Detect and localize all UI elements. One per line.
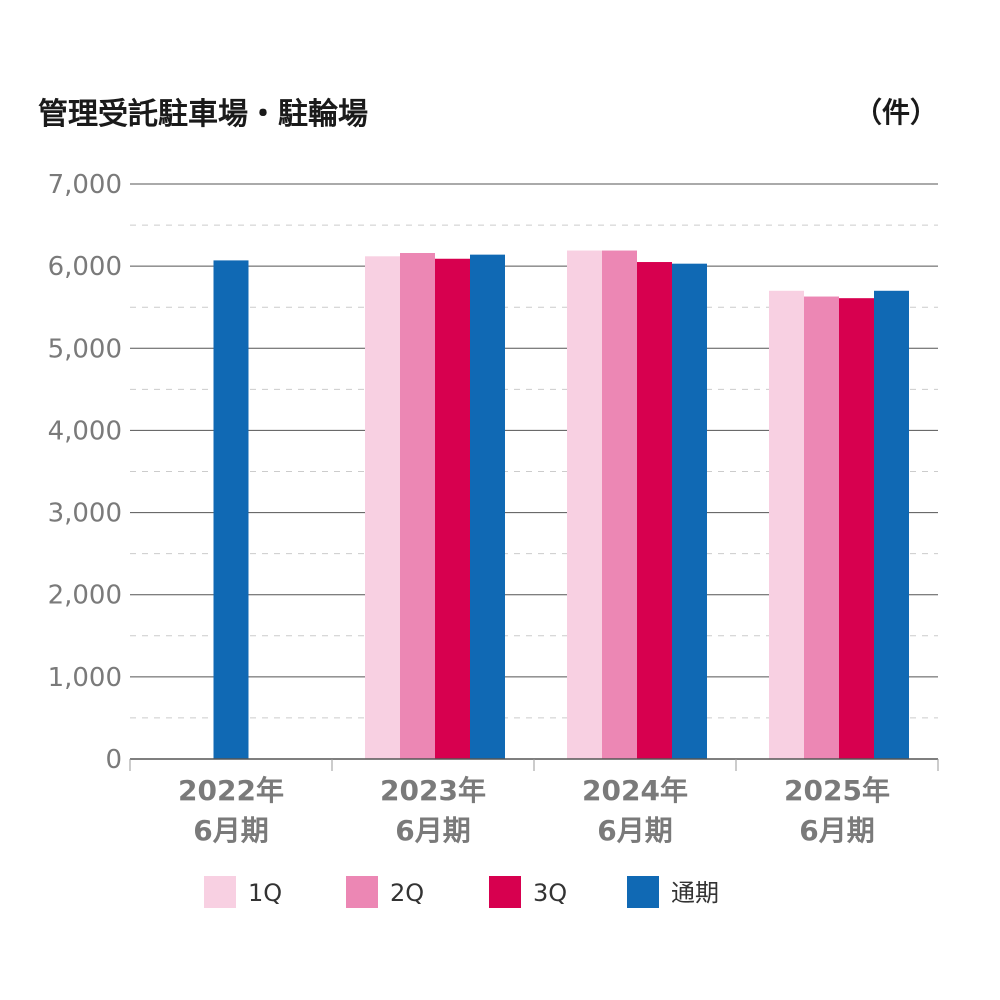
y-tick-label: 0 [105, 745, 122, 775]
x-category-label: 2022年 [178, 774, 284, 807]
bar-通期 [672, 263, 707, 759]
legend-swatch-3Q [489, 876, 521, 908]
chart-title: 管理受託駐車場・駐輪場 [38, 97, 368, 132]
bar-2Q [804, 296, 839, 759]
legend-label: 3Q [533, 879, 567, 907]
legend-label: 2Q [390, 879, 424, 907]
x-category-label: 2024年 [582, 774, 688, 807]
bar-3Q [435, 258, 470, 759]
x-category-label: 6月期 [395, 814, 470, 847]
legend-swatch-1Q [204, 876, 236, 908]
legend-label: 通期 [671, 879, 719, 907]
y-tick-label: 2,000 [48, 581, 122, 611]
legend-swatch-2Q [346, 876, 378, 908]
x-category-label: 6月期 [193, 814, 268, 847]
y-tick-label: 3,000 [48, 499, 122, 529]
bar-通期 [470, 254, 505, 759]
x-category-label: 6月期 [799, 814, 874, 847]
bars [213, 250, 909, 760]
y-axis-ticks: 0 1,000 2,000 3,000 4,000 5,000 6,000 7,000 [48, 170, 122, 775]
bar-3Q [637, 262, 672, 759]
bar-通期 [874, 290, 909, 759]
x-category-label: 6月期 [597, 814, 672, 847]
y-tick-label: 1,000 [48, 663, 122, 693]
y-tick-label: 5,000 [48, 334, 122, 364]
y-tick-label: 6,000 [48, 252, 122, 282]
x-axis: 2022年 6月期 2023年 6月期 2024年 6月期 2025年 6月期 [129, 758, 939, 847]
y-tick-label: 4,000 [48, 416, 122, 446]
legend-swatch-通期 [627, 876, 659, 908]
legend-label: 1Q [248, 879, 282, 907]
x-category-label: 2023年 [380, 774, 486, 807]
legend: 1Q 2Q 3Q 通期 [204, 876, 719, 908]
bar-1Q [365, 256, 400, 759]
x-category-label: 2025年 [784, 774, 890, 807]
bar-2Q [400, 253, 435, 759]
bar-通期 [213, 260, 249, 759]
bar-1Q [769, 290, 804, 759]
unit-label: （件） [854, 96, 938, 129]
bar-3Q [839, 298, 874, 759]
bar-2Q [602, 250, 637, 760]
y-tick-label: 7,000 [48, 170, 122, 200]
bar-1Q [567, 250, 602, 760]
